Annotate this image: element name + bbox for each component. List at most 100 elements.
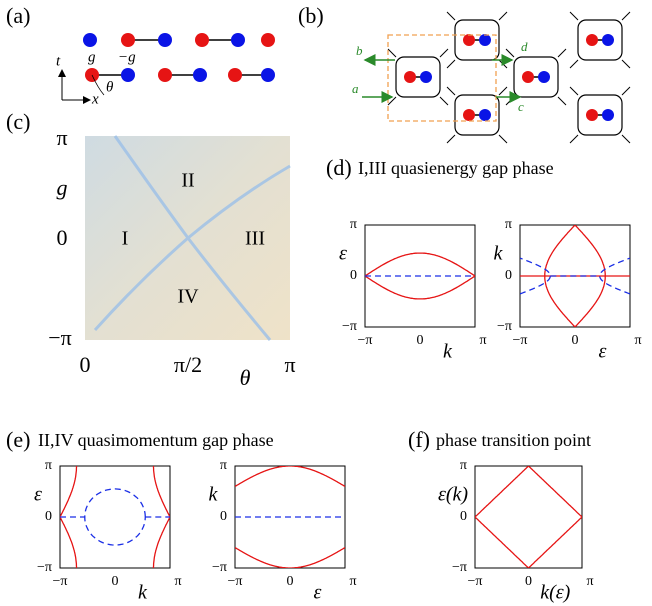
panel-label: (d) xyxy=(326,155,352,180)
site xyxy=(479,34,491,46)
angle: θ xyxy=(106,79,114,95)
cell xyxy=(447,87,507,143)
y-tick-label: 0 xyxy=(57,225,68,250)
plot-frame xyxy=(475,466,582,568)
link xyxy=(558,97,566,105)
y-tick-label: 0 xyxy=(45,509,52,524)
coupling: g xyxy=(88,49,96,65)
x-tick-label: π xyxy=(634,333,641,348)
y-tick-label: −π xyxy=(212,560,227,575)
y-tick-label: −π xyxy=(48,325,72,350)
link xyxy=(570,135,578,143)
port-label: a xyxy=(352,81,359,96)
x-axis-label: k xyxy=(138,582,148,604)
link xyxy=(622,87,630,95)
region-label: III xyxy=(245,228,265,250)
site xyxy=(479,109,491,121)
y-tick-label: π xyxy=(45,458,52,473)
site xyxy=(522,71,534,83)
x-tick-label: −π xyxy=(53,574,68,589)
axis-label: x xyxy=(91,91,99,107)
y-tick-label: π xyxy=(220,458,227,473)
lattice xyxy=(62,33,275,100)
panel-label: (e) xyxy=(6,427,30,452)
link xyxy=(506,97,514,105)
network xyxy=(388,12,630,143)
y-tick-label: π xyxy=(460,458,467,473)
y-axis-label: ε(k) xyxy=(438,484,468,506)
link xyxy=(388,97,396,105)
panel-title: I,III quasienergy gap phase xyxy=(358,158,554,178)
region-label: IV xyxy=(177,286,199,308)
link xyxy=(622,135,630,143)
x-tick-label: π/2 xyxy=(174,352,202,377)
link xyxy=(388,49,396,57)
cell xyxy=(570,12,630,68)
y-tick-label: −π xyxy=(497,319,512,334)
link xyxy=(506,49,514,57)
region-label: I xyxy=(122,228,129,250)
site xyxy=(463,109,475,121)
link xyxy=(570,87,578,95)
site xyxy=(586,34,598,46)
panel-b: (b) b d a c xyxy=(298,3,630,143)
port-label: c xyxy=(518,99,524,114)
site xyxy=(586,109,598,121)
port-label: d xyxy=(521,39,528,54)
link xyxy=(622,12,630,20)
port-label: b xyxy=(356,43,363,58)
x-tick-label: π xyxy=(479,333,486,348)
x-tick-label: −π xyxy=(513,333,528,348)
y-axis-label: k xyxy=(494,243,504,265)
panel-c: (c) I II III IV π 0 −π g 0 π/2 π θ xyxy=(6,109,296,390)
y-tick-label: 0 xyxy=(460,509,467,524)
y-tick-label: −π xyxy=(452,560,467,575)
y-tick-label: −π xyxy=(342,319,357,334)
panel-label: (a) xyxy=(6,3,30,28)
x-tick-label: 0 xyxy=(572,333,579,348)
y-axis-label: ε xyxy=(34,484,42,506)
y-tick-label: 0 xyxy=(505,268,512,283)
x-tick-label: π xyxy=(349,574,356,589)
y-tick-label: 0 xyxy=(220,509,227,524)
link xyxy=(570,60,578,68)
y-tick-label: π xyxy=(505,217,512,232)
y-axis-label: k xyxy=(209,484,219,506)
link xyxy=(440,49,448,57)
x-tick-label: π xyxy=(586,574,593,589)
site xyxy=(404,71,416,83)
x-axis-label: θ xyxy=(240,365,251,390)
y-axis-label: g xyxy=(57,175,68,200)
site xyxy=(420,71,432,83)
link xyxy=(570,12,578,20)
site xyxy=(602,109,614,121)
x-axis-label: k(ε) xyxy=(540,582,570,604)
x-axis-label: ε xyxy=(314,582,322,604)
x-tick-label: 0 xyxy=(112,574,119,589)
site xyxy=(538,71,550,83)
link xyxy=(499,87,507,95)
plot: π0−π−π0πkε xyxy=(209,458,357,603)
site xyxy=(463,34,475,46)
y-axis-label: ε xyxy=(339,243,347,265)
x-tick-label: 0 xyxy=(525,574,532,589)
x-tick-label: 0 xyxy=(287,574,294,589)
panel-label: (b) xyxy=(298,3,324,28)
coupling: −g xyxy=(118,49,136,65)
link xyxy=(447,87,455,95)
link xyxy=(440,97,448,105)
x-axis-label: ε xyxy=(599,341,607,363)
panel-label: (c) xyxy=(6,109,30,134)
link xyxy=(447,12,455,20)
region-label: II xyxy=(181,170,194,192)
link xyxy=(447,135,455,143)
x-tick-label: π xyxy=(284,352,295,377)
panel-a: (a) g −g t x θ xyxy=(6,3,275,107)
site xyxy=(602,34,614,46)
y-tick-label: 0 xyxy=(350,268,357,283)
panel-title: II,IV quasimomentum gap phase xyxy=(38,430,274,450)
plot-frame xyxy=(60,466,170,568)
